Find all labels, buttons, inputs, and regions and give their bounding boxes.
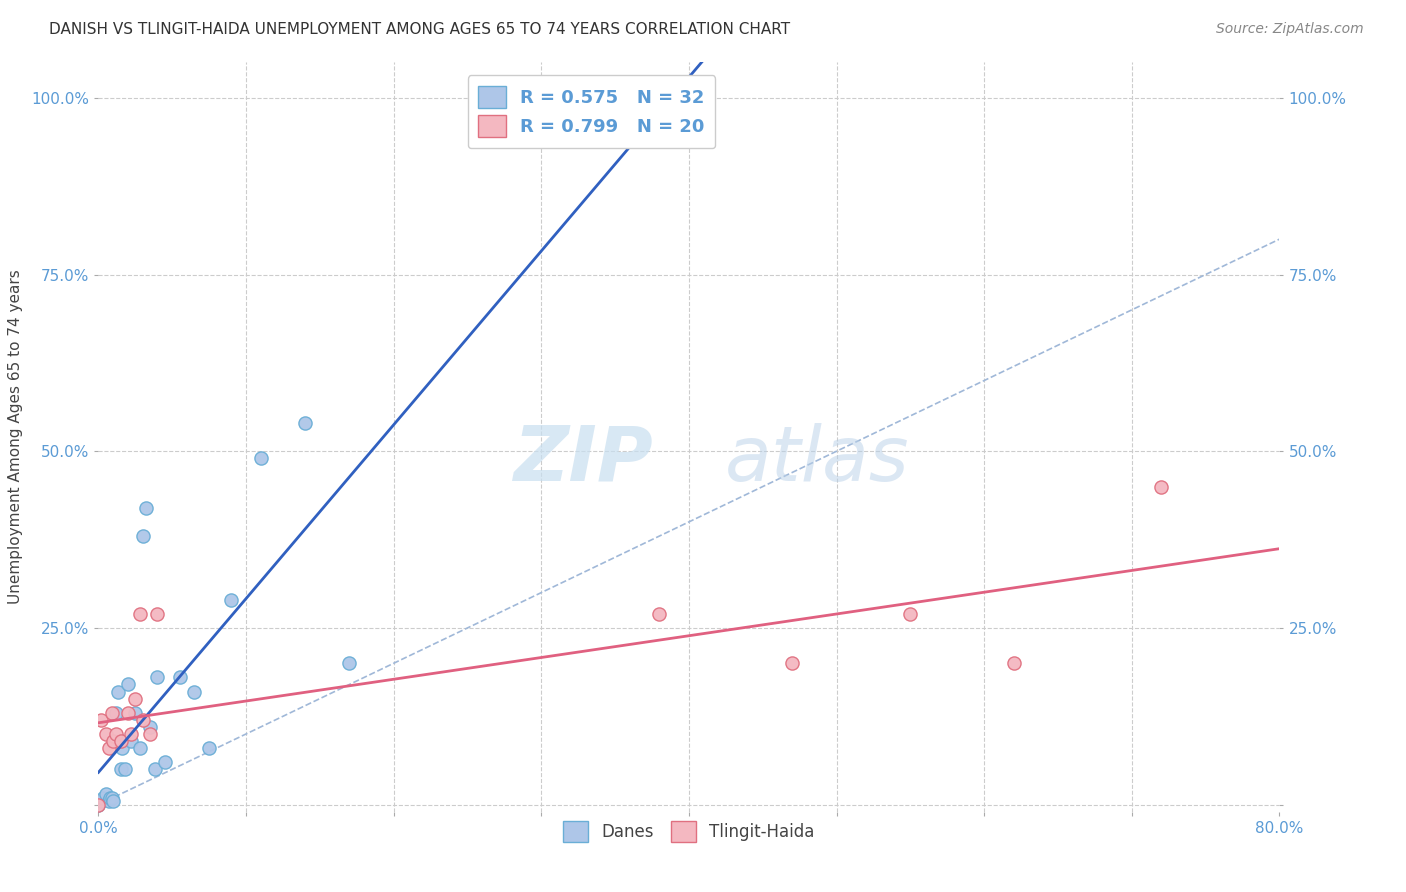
Point — [120, 734, 142, 748]
Text: atlas: atlas — [724, 423, 908, 497]
Point — [250, 451, 273, 466]
Point — [128, 741, 150, 756]
Point — [97, 741, 120, 756]
Point — [169, 670, 191, 684]
Point — [105, 727, 128, 741]
Point — [120, 727, 142, 741]
Point — [103, 734, 125, 748]
Point — [94, 727, 117, 741]
Point — [100, 790, 122, 805]
Text: DANISH VS TLINGIT-HAIDA UNEMPLOYMENT AMONG AGES 65 TO 74 YEARS CORRELATION CHART: DANISH VS TLINGIT-HAIDA UNEMPLOYMENT AMO… — [49, 22, 790, 37]
Point — [124, 706, 146, 720]
Point — [648, 607, 671, 621]
Point — [103, 794, 125, 808]
Point — [1150, 479, 1173, 493]
Point — [110, 734, 132, 748]
Point — [107, 684, 129, 698]
Point — [143, 762, 166, 776]
Point — [87, 797, 110, 812]
Point — [294, 416, 316, 430]
Point — [105, 706, 128, 720]
Point — [117, 677, 139, 691]
Point — [1002, 657, 1025, 671]
Point — [132, 713, 155, 727]
Point — [114, 762, 136, 776]
Text: Source: ZipAtlas.com: Source: ZipAtlas.com — [1216, 22, 1364, 37]
Point — [135, 500, 157, 515]
Point — [111, 741, 134, 756]
Point — [94, 787, 117, 801]
Point — [221, 592, 243, 607]
Point — [97, 794, 120, 808]
Point — [128, 607, 150, 621]
Point — [139, 720, 162, 734]
Point — [153, 756, 176, 770]
Point — [339, 657, 361, 671]
Text: ZIP: ZIP — [513, 423, 654, 497]
Point — [87, 797, 110, 812]
Point — [782, 657, 804, 671]
Point — [117, 706, 139, 720]
Legend: Danes, Tlingit-Haida: Danes, Tlingit-Haida — [557, 814, 821, 848]
Point — [90, 713, 112, 727]
Point — [146, 607, 169, 621]
Point — [90, 794, 112, 808]
Y-axis label: Unemployment Among Ages 65 to 74 years: Unemployment Among Ages 65 to 74 years — [8, 269, 22, 605]
Point — [100, 706, 122, 720]
Point — [110, 762, 132, 776]
Point — [198, 741, 221, 756]
Point — [900, 607, 922, 621]
Point — [124, 691, 146, 706]
Point — [146, 670, 169, 684]
Point — [183, 684, 205, 698]
Point — [110, 734, 132, 748]
Point — [648, 91, 671, 105]
Point — [98, 790, 121, 805]
Point — [132, 529, 155, 543]
Point — [139, 727, 162, 741]
Point — [91, 790, 114, 805]
